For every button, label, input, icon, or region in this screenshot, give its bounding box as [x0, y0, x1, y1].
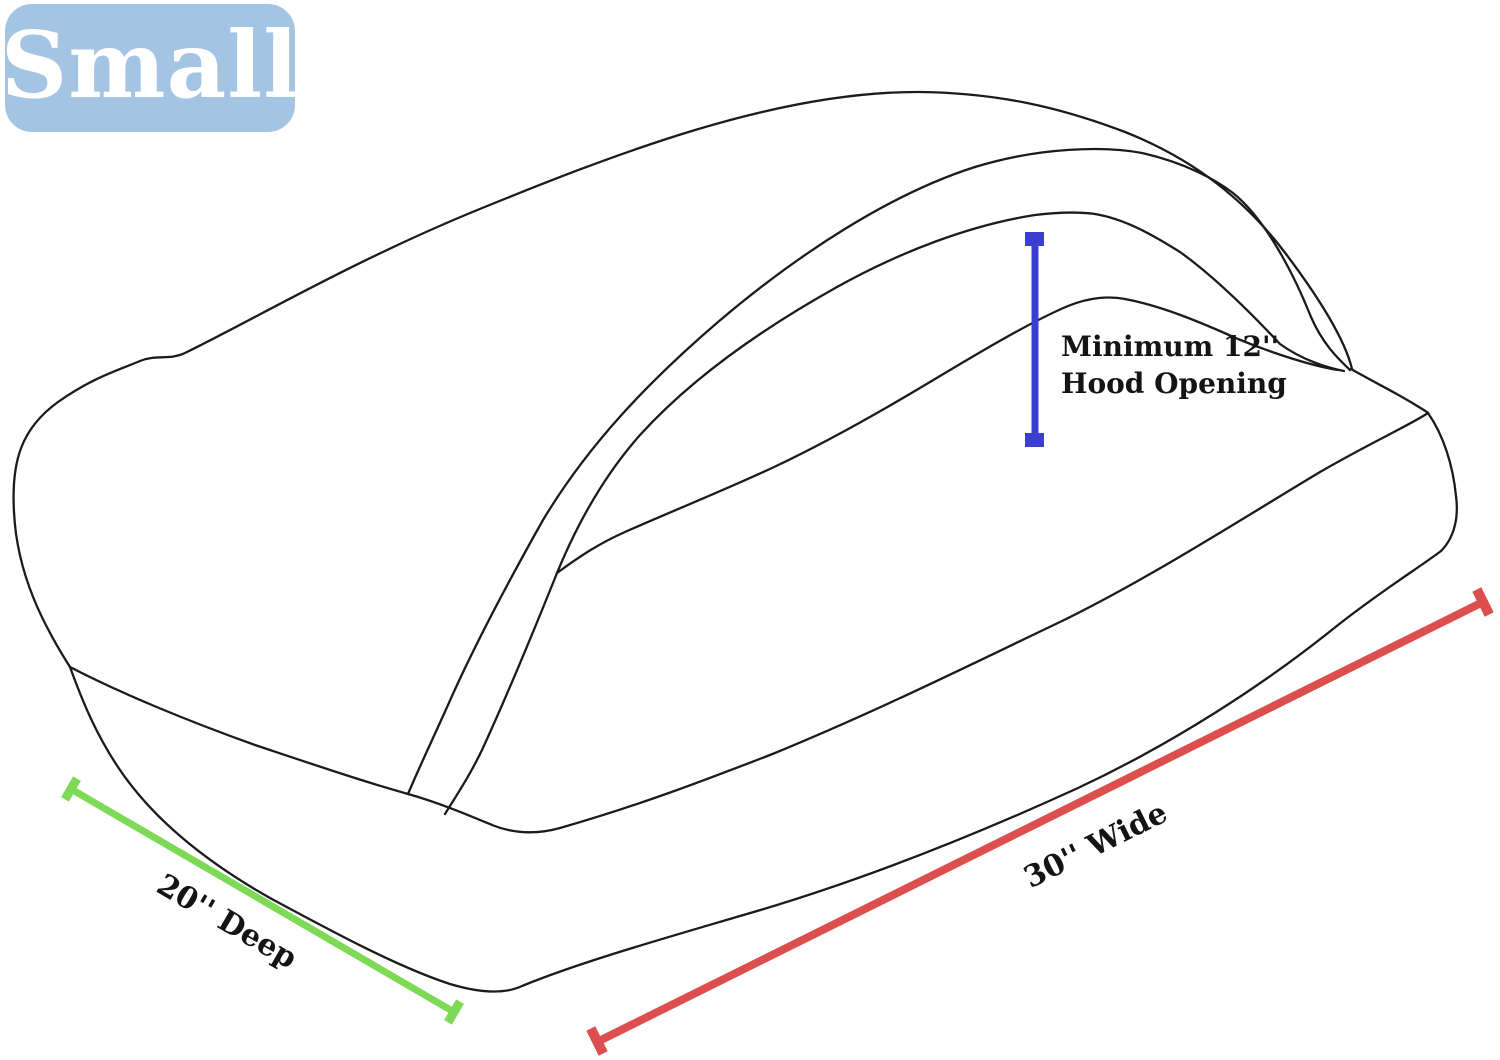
size-badge: Small [1, 4, 298, 132]
hood-opening-label-line2: Hood Opening [1061, 367, 1287, 400]
depth-cap-left [61, 776, 81, 802]
hood-band-outer-path [406, 147, 1352, 796]
hood-outline-path [12, 90, 1354, 669]
hood-opening-cap-top [1025, 232, 1044, 246]
hood-opening-label-line1: Minimum 12'' [1061, 330, 1279, 363]
inner-cushion-path [555, 296, 1340, 575]
hood-fold-edge-path [1349, 367, 1430, 415]
base-top-edge-path [68, 411, 1430, 834]
width-label: 30'' Wide [1018, 795, 1173, 895]
hood-opening-dimension: Minimum 12'' Hood Opening [1025, 232, 1287, 447]
hood-band-inner-path [443, 211, 1346, 816]
base-bottom-outline-path [68, 411, 1458, 993]
depth-dimension: 20'' Deep [61, 776, 464, 1025]
depth-cap-right [444, 999, 464, 1025]
hood-opening-cap-bottom [1025, 433, 1044, 447]
width-dimension-line [597, 598, 1485, 1045]
width-cap-right [1472, 587, 1494, 617]
depth-dimension-line [69, 785, 456, 1016]
size-badge-label: Small [0, 11, 300, 119]
width-cap-left [586, 1026, 608, 1056]
bed-illustration [12, 90, 1458, 993]
width-dimension: 30'' Wide [586, 587, 1494, 1056]
